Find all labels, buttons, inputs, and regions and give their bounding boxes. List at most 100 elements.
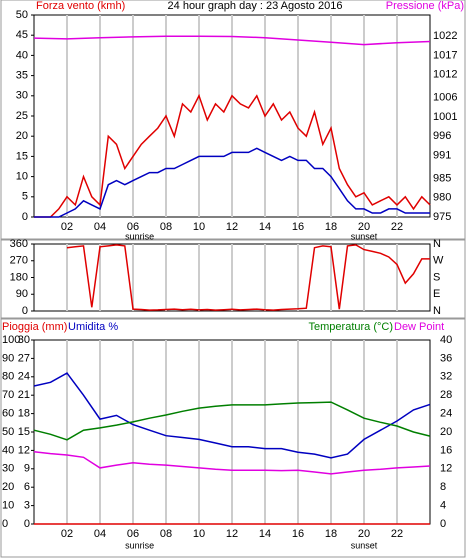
x-tick-label: 02 (61, 221, 73, 233)
y-tick-label: 40 (16, 49, 28, 61)
sunset-label: sunset (351, 231, 378, 241)
x-tick-label: 04 (94, 528, 106, 540)
y-tick-label: 0 (22, 305, 28, 317)
y2-tick-label: S (433, 271, 440, 283)
x-tick-label: 10 (193, 221, 205, 233)
x-tick-label: 10 (193, 528, 205, 540)
chart-title: 24 hour graph day : 23 Agosto 2016 (168, 0, 343, 12)
y3-tick-label: 27 (18, 352, 30, 364)
y-tick-label: 80 (2, 371, 14, 383)
y-tick-label: 10 (2, 500, 14, 512)
y-tick-label: 90 (16, 288, 28, 300)
sunset-label: sunset (351, 540, 378, 550)
series-line (34, 93, 431, 218)
x-tick-label: 04 (94, 221, 106, 233)
y3-tick-label: 9 (24, 463, 30, 475)
panel-frame (0, 318, 466, 558)
x-tick-label: 02 (61, 528, 73, 540)
x-tick-label: 16 (292, 221, 304, 233)
y-tick-label: 30 (16, 90, 28, 102)
y2-tick-label: 975 (433, 211, 451, 223)
y3-tick-label: 18 (18, 408, 30, 420)
y2-tick-label: N (433, 238, 441, 250)
y-tick-label: 30 (2, 463, 14, 475)
y-tick-label: 25 (16, 110, 28, 122)
y2-tick-label: 20 (440, 426, 452, 438)
legend-entry: Dew Point (394, 321, 444, 333)
y2-tick-label: 996 (433, 130, 451, 142)
x-tick-label: 22 (391, 528, 403, 540)
pressure-axis-title: Pressione (kPa) (386, 0, 464, 12)
y-tick-label: 50 (16, 9, 28, 21)
y2-tick-label: 985 (433, 172, 451, 184)
panel-frame (0, 239, 466, 319)
y2-tick-label: 1017 (433, 49, 457, 61)
x-tick-label: 06 (127, 221, 139, 233)
y-tick-label: 10 (16, 171, 28, 183)
y2-tick-label: 40 (440, 334, 452, 346)
x-tick-label: 06 (127, 528, 139, 540)
y2-tick-label: 16 (440, 444, 452, 456)
y3-tick-label: 15 (18, 426, 30, 438)
x-tick-label: 14 (259, 221, 271, 233)
y-tick-label: 20 (2, 481, 14, 493)
y-tick-label: 35 (16, 70, 28, 82)
y-tick-label: 270 (10, 255, 28, 267)
x-tick-label: 16 (292, 528, 304, 540)
y2-tick-label: N (433, 305, 441, 317)
legend-entry: Umidita % (68, 321, 118, 333)
series-line (33, 401, 431, 441)
y2-tick-label: E (433, 288, 440, 300)
y2-tick-label: 12 (440, 463, 452, 475)
legend-entry: Pioggia (mm) (2, 321, 67, 333)
y-tick-label: 40 (2, 444, 14, 456)
legend-entry: Temperatura (°C) (309, 321, 393, 333)
series-line (33, 35, 431, 46)
sunrise-label: sunrise (125, 540, 154, 550)
y-tick-label: 50 (2, 426, 14, 438)
y3-tick-label: 12 (18, 444, 30, 456)
x-tick-label: 22 (391, 221, 403, 233)
y2-tick-label: 4 (440, 500, 446, 512)
x-tick-label: 12 (226, 528, 238, 540)
y-tick-label: 90 (2, 352, 14, 364)
y2-tick-label: 36 (440, 352, 452, 364)
x-tick-label: 08 (160, 528, 172, 540)
y-tick-label: 5 (22, 191, 28, 203)
y3-tick-label: 21 (18, 389, 30, 401)
x-tick-label: 12 (226, 221, 238, 233)
x-tick-label: 14 (259, 528, 271, 540)
y-tick-label: 60 (2, 408, 14, 420)
y2-tick-label: 1001 (433, 111, 457, 123)
y-tick-label: 20 (16, 130, 28, 142)
y2-tick-label: 980 (433, 192, 451, 204)
x-tick-label: 18 (325, 528, 337, 540)
series-line (33, 372, 431, 459)
y2-tick-label: 1012 (433, 69, 457, 81)
wind-axis-title: Forza vento (kmh) (36, 0, 125, 12)
y3-tick-label: 3 (24, 500, 30, 512)
series-line (66, 244, 430, 311)
x-tick-label: 20 (358, 528, 370, 540)
y-tick-label: 100 (2, 334, 20, 346)
y-tick-label: 0 (22, 211, 28, 223)
y3-tick-label: 6 (24, 481, 30, 493)
y-tick-label: 70 (2, 389, 14, 401)
y-tick-label: 360 (10, 238, 28, 250)
sunrise-label: sunrise (125, 231, 154, 241)
y3-tick-label: 24 (18, 371, 30, 383)
series-line (34, 147, 430, 218)
y2-tick-label: 1006 (433, 92, 457, 104)
panel-frame (0, 0, 466, 240)
y2-tick-label: 28 (440, 389, 452, 401)
x-tick-label: 18 (325, 221, 337, 233)
y3-tick-label: 0 (24, 518, 30, 530)
y-tick-label: 45 (16, 29, 28, 41)
x-tick-label: 08 (160, 221, 172, 233)
y2-tick-label: 32 (440, 371, 452, 383)
y2-tick-label: 8 (440, 481, 446, 493)
y2-tick-label: 1022 (433, 30, 457, 42)
y-tick-label: 180 (10, 271, 28, 283)
